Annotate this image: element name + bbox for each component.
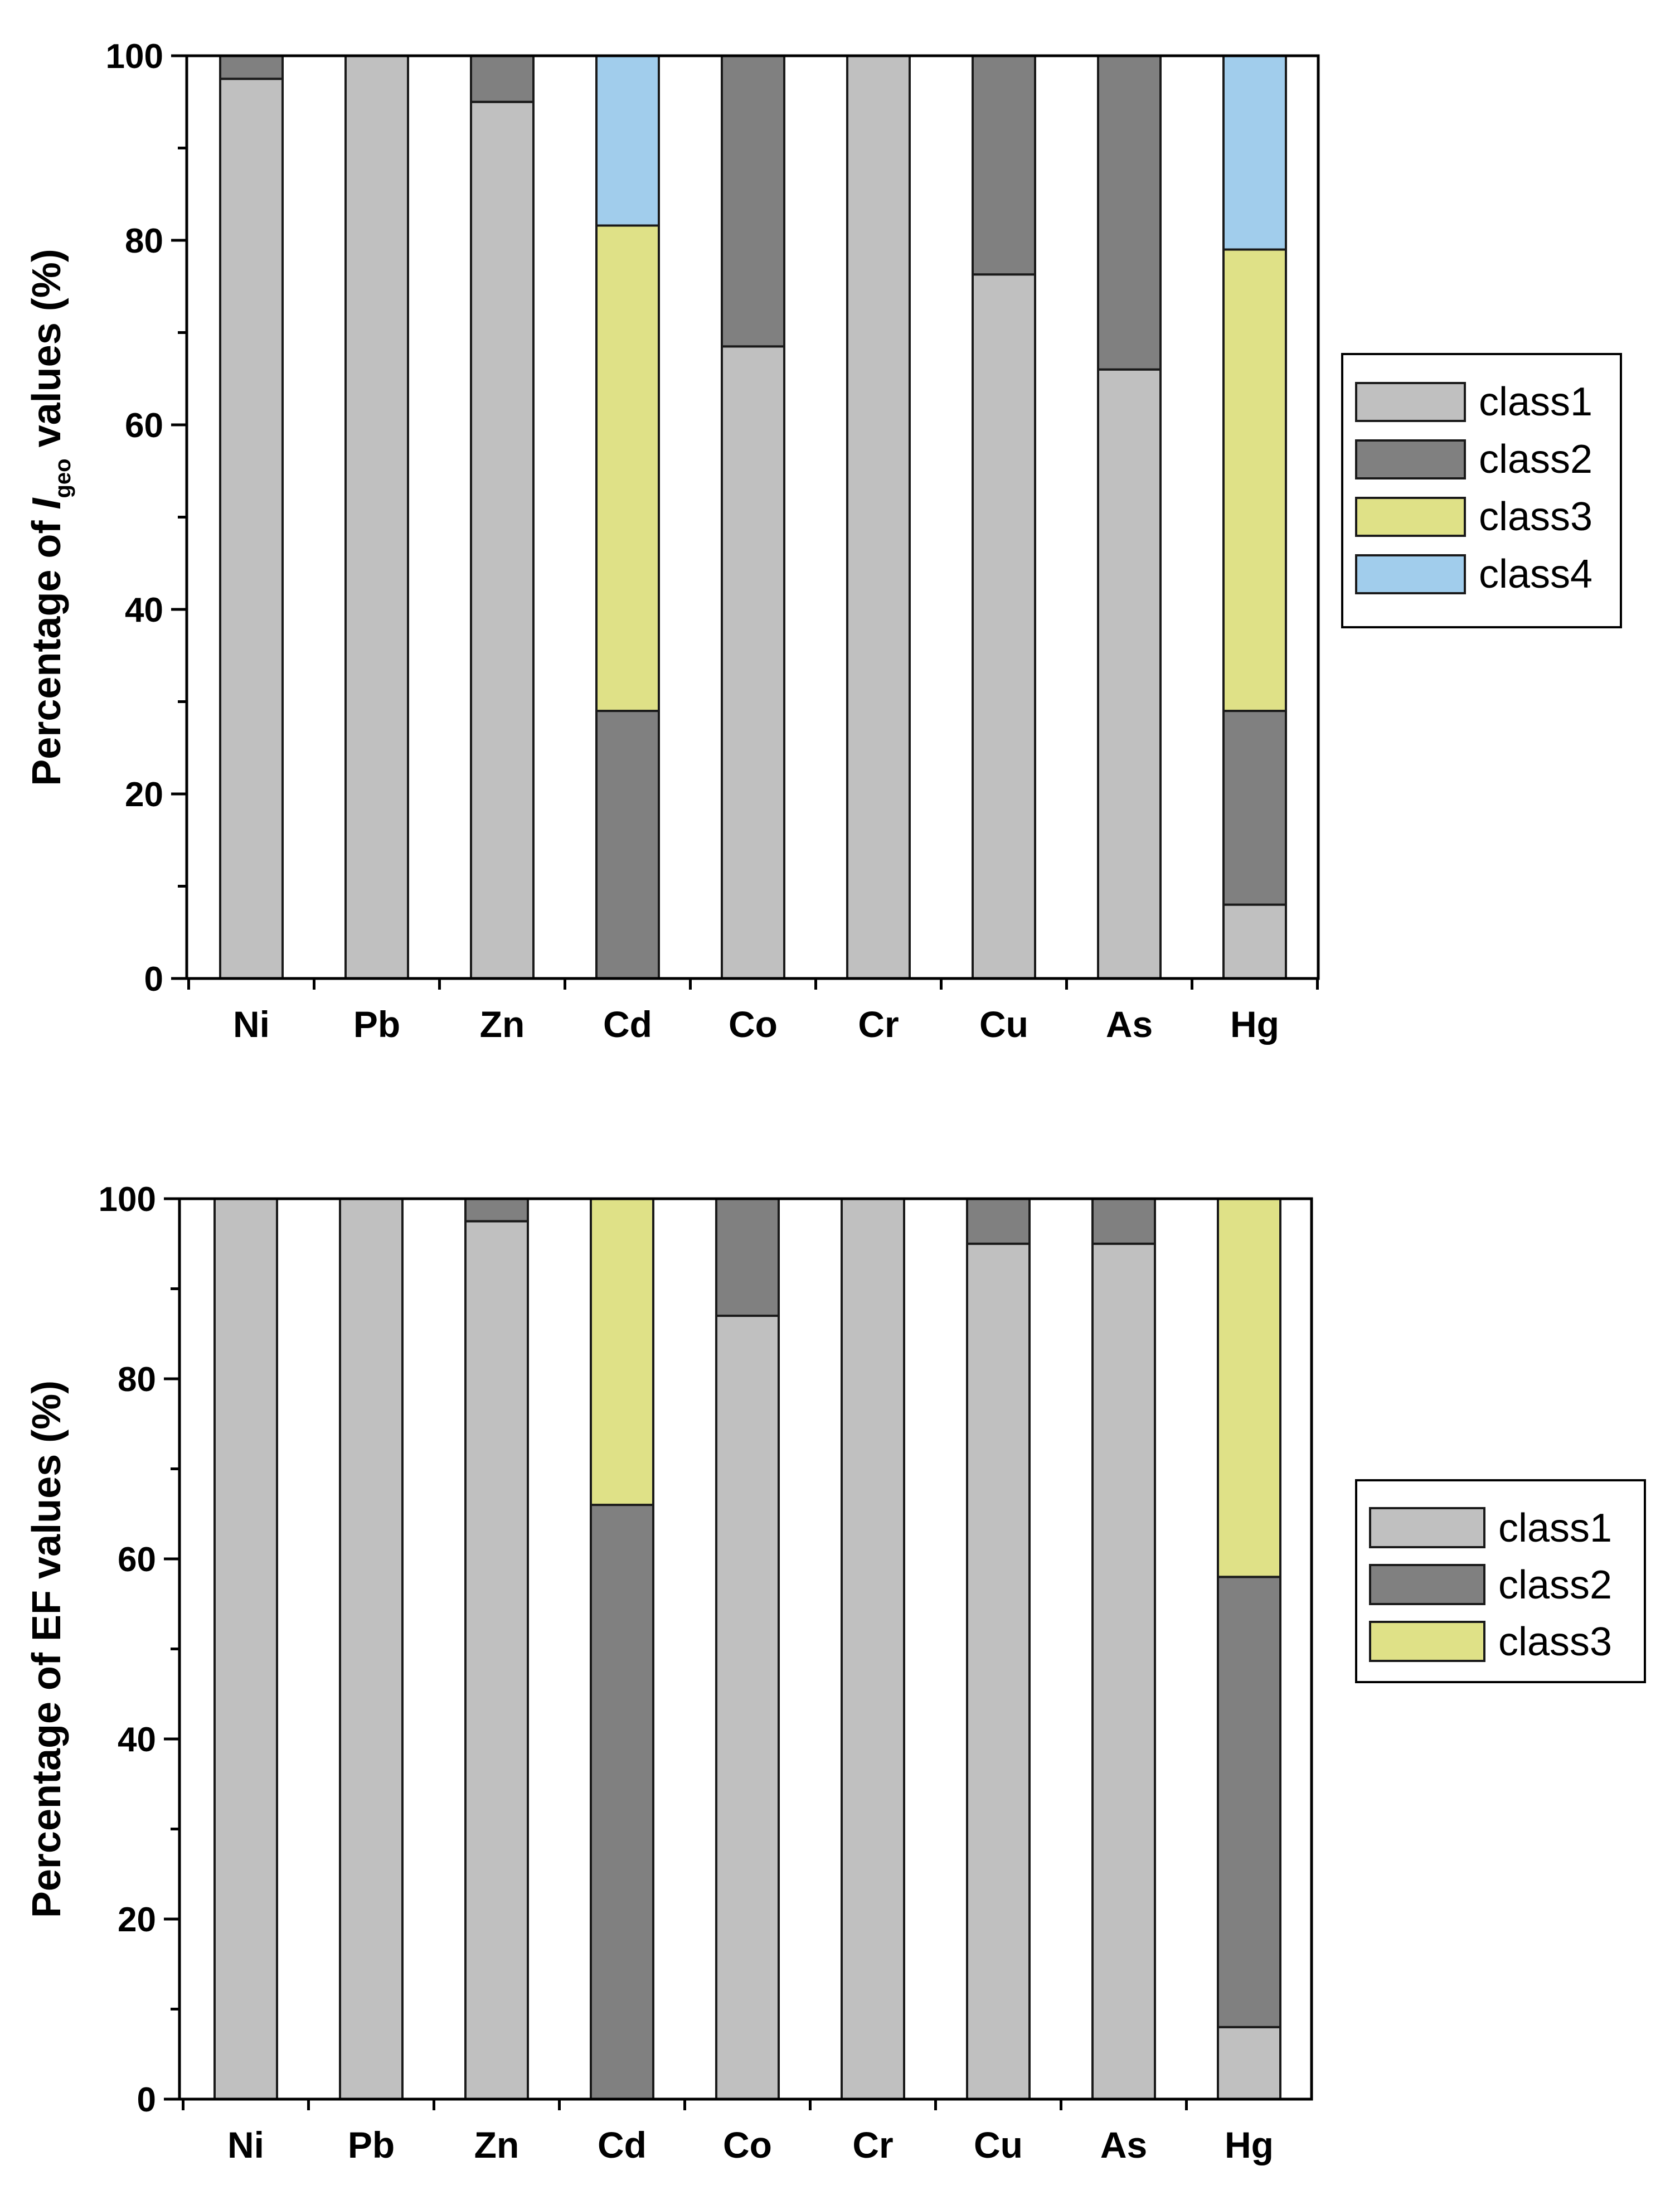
x-tick-label: Cu: [979, 1004, 1028, 1045]
legend-label-class3: class3: [1498, 1620, 1612, 1664]
y-axis-title: Percentage of EF values (%): [25, 1380, 69, 1918]
x-tick-label: Hg: [1230, 1004, 1279, 1045]
legend-label-class4: class4: [1479, 552, 1592, 597]
y-tick-label: 80: [125, 222, 163, 260]
bar-cu-class2: [972, 55, 1036, 276]
x-tick-label: As: [1106, 1004, 1153, 1045]
bar-cd-class3: [590, 1198, 654, 1506]
x-tick-label: As: [1100, 2124, 1147, 2165]
x-tick-label: Hg: [1225, 2124, 1274, 2165]
bar-hg-class1: [1222, 903, 1287, 980]
bar-as-class1: [1091, 1242, 1156, 2100]
y-title-subscript: geo: [51, 458, 75, 498]
bar-as-class2: [1091, 1198, 1156, 1245]
x-tick-label: Ni: [227, 2124, 264, 2165]
bar-as-class1: [1097, 368, 1162, 980]
bar-ni-class2: [219, 55, 284, 80]
legend-swatch-class3: [1355, 497, 1466, 537]
bar-cd-class3: [595, 224, 660, 713]
y-tick-label: 0: [144, 960, 163, 999]
y-tick-label: 20: [125, 776, 163, 814]
y-tick-label: 20: [118, 1901, 156, 1939]
bar-hg-class4: [1222, 55, 1287, 251]
bar-cu-class1: [966, 1242, 1031, 2100]
legend-swatch-class4: [1355, 554, 1466, 594]
y-tick-label: 80: [118, 1360, 156, 1399]
bar-zn-class2: [470, 55, 535, 103]
bar-cd-class4: [595, 55, 660, 227]
legend-label-class3: class3: [1479, 495, 1592, 539]
y-tick-label: 0: [137, 2081, 156, 2119]
y-tick-label: 100: [106, 37, 163, 76]
bar-cu-class2: [966, 1198, 1031, 1245]
legend-label-class1: class1: [1479, 380, 1592, 424]
legend-swatch-class1: [1355, 382, 1466, 422]
bar-cu-class1: [972, 273, 1036, 980]
ef-chart: Ni Pb Zn Cd Co Cr Cu As Hg 0 20 40 60 80 100 Percentage…: [25, 1180, 1646, 2165]
x-tick-label: Zn: [480, 1004, 525, 1045]
y-axis-title: Percentage of Igeo values (%): [25, 249, 75, 786]
y-title-suffix: values (%): [25, 249, 69, 458]
x-tick-label: Cd: [598, 2124, 647, 2165]
bar-pb-class1: [344, 55, 409, 980]
bar-zn-class1: [464, 1220, 529, 2100]
bar-co-class2: [721, 55, 785, 348]
bar-hg-class3: [1222, 248, 1287, 713]
bar-co-class2: [715, 1198, 780, 1317]
bar-cd-class2: [595, 710, 660, 980]
x-tick-label: Co: [723, 2124, 772, 2165]
x-tick-label: Zn: [474, 2124, 519, 2165]
legend-swatch-class2: [1369, 1564, 1485, 1605]
legend-swatch-class1: [1369, 1507, 1485, 1548]
legend-swatch-class3: [1369, 1621, 1485, 1662]
bar-hg-class3: [1217, 1198, 1281, 1578]
x-tick-label: Cr: [852, 2124, 893, 2165]
bar-hg-class1: [1217, 2026, 1281, 2101]
bar-hg-class2: [1217, 1576, 1281, 2028]
bar-hg-class2: [1222, 710, 1287, 906]
bar-ni-class1: [219, 77, 284, 980]
x-tick-label: Pb: [348, 2124, 395, 2165]
bar-zn-class2: [464, 1198, 529, 1223]
x-tick-label: Cd: [603, 1004, 652, 1045]
y-title-italic: I: [25, 497, 69, 510]
legend-label-class1: class1: [1498, 1506, 1612, 1551]
bar-zn-class1: [470, 100, 535, 980]
legend-swatch-class2: [1355, 439, 1466, 479]
y-tick-label: 40: [125, 591, 163, 629]
legend-label-class2: class2: [1498, 1563, 1612, 1607]
y-title-prefix: Percentage of: [25, 510, 69, 786]
legend-label-class2: class2: [1479, 437, 1592, 482]
bar-cd-class2: [590, 1504, 654, 2101]
igeo-chart: Ni Pb Zn Cd Co Cr Cu As Hg 0 20 40 60 80 100 Percentage…: [25, 37, 1622, 1045]
x-tick-label: Cr: [858, 1004, 899, 1045]
bar-as-class2: [1097, 55, 1162, 371]
y-tick-label: 60: [118, 1540, 156, 1579]
bar-ni-class1: [213, 1198, 278, 2100]
x-tick-label: Pb: [353, 1004, 400, 1045]
y-tick-label: 60: [125, 406, 163, 445]
bar-cr-class1: [846, 55, 911, 980]
bar-cr-class1: [841, 1198, 905, 2100]
bar-co-class1: [721, 345, 785, 980]
x-tick-label: Ni: [233, 1004, 270, 1045]
x-tick-label: Co: [729, 1004, 778, 1045]
y-tick-label: 40: [118, 1721, 156, 1759]
x-tick-label: Cu: [974, 2124, 1023, 2165]
bar-pb-class1: [339, 1198, 404, 2100]
y-tick-label: 100: [99, 1180, 156, 1219]
bar-co-class1: [715, 1314, 780, 2100]
